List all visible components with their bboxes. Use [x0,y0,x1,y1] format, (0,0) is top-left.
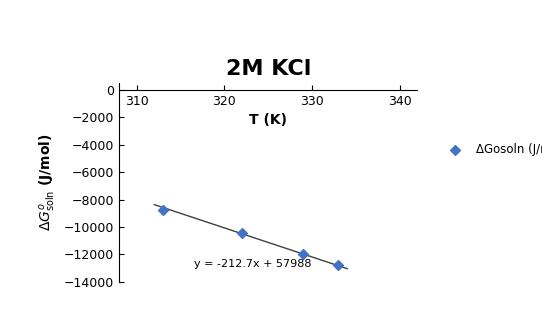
ΔGosoln (J/mol) [299,251,308,256]
Text: y = -212.7x + 57988: y = -212.7x + 57988 [193,259,311,268]
ΔGosoln (J/mol) [159,207,167,212]
Y-axis label: $\Delta G^o_{\rm soln}$ (J/mol): $\Delta G^o_{\rm soln}$ (J/mol) [38,133,59,231]
X-axis label: T (K): T (K) [249,114,287,127]
Title: 2M KCl: 2M KCl [225,59,311,79]
ΔGosoln (J/mol) [237,231,246,236]
Legend: ΔGosoln (J/mol): ΔGosoln (J/mol) [438,139,542,161]
ΔGosoln (J/mol) [334,263,343,268]
